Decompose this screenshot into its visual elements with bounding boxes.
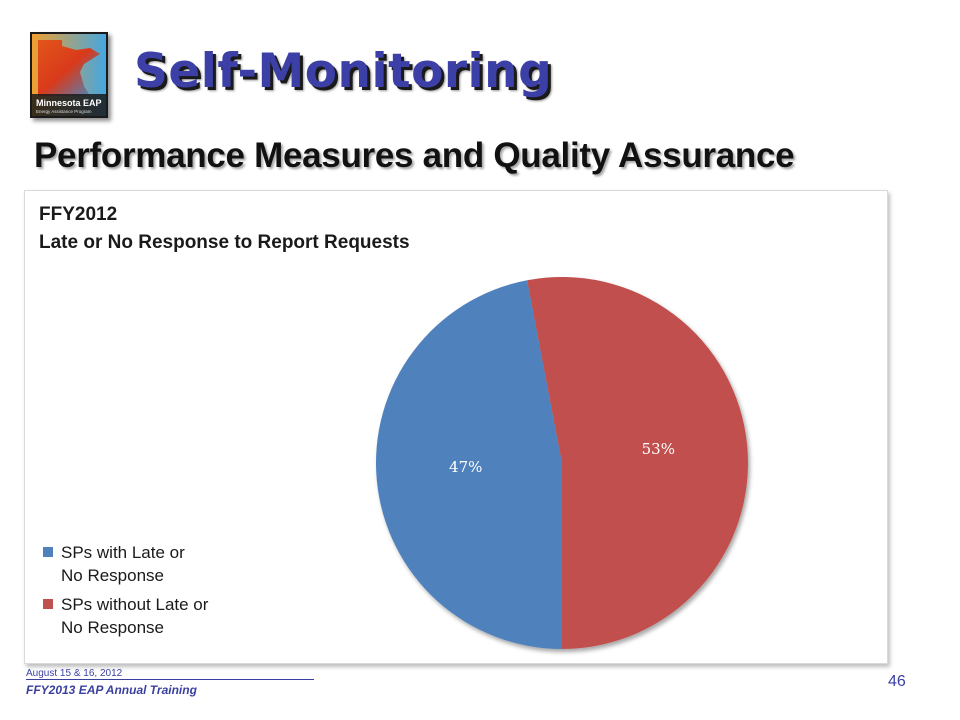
chart-title: FFY2012 Late or No Response to Report Re…: [39, 201, 410, 257]
footer-training: FFY2013 EAP Annual Training: [26, 683, 197, 697]
footer-date: August 15 & 16, 2012: [26, 668, 314, 680]
logo-minnesota-eap: Minnesota EAP Energy Assistance Program: [30, 32, 108, 118]
page-number: 46: [888, 673, 906, 690]
logo-tagline: Energy Assistance Program: [36, 109, 92, 114]
slide-subtitle: Performance Measures and Quality Assuran…: [34, 136, 795, 175]
pie-data-label-1: 53%: [642, 440, 675, 458]
slide-title: Self-Monitoring: [134, 44, 553, 99]
legend-label-late-line2: No Response: [61, 566, 165, 585]
pie-data-label-0: 47%: [449, 458, 482, 476]
legend-item-late: SPs with Late or No Response: [43, 541, 251, 587]
chart-title-line1: FFY2012: [39, 204, 118, 225]
legend-swatch-blue: [43, 547, 53, 557]
pie-slice-1: [527, 277, 748, 649]
legend-label-not-late-line1: SPs without Late or: [61, 595, 209, 614]
legend-label-late: SPs with Late or No Response: [61, 541, 251, 587]
legend-label-not-late-line2: No Response: [61, 618, 165, 637]
legend-label-not-late: SPs without Late or No Response: [61, 593, 251, 639]
legend-label-late-line1: SPs with Late or: [61, 543, 185, 562]
pie-chart: 47% 53%: [375, 277, 748, 649]
pie-slice-0: [375, 280, 562, 649]
legend-item-not-late: SPs without Late or No Response: [43, 593, 251, 639]
chart-legend: SPs with Late or No Response SPs without…: [43, 541, 251, 645]
chart-title-line2: Late or No Response to Report Requests: [39, 232, 410, 253]
chart-container: FFY2012 Late or No Response to Report Re…: [24, 190, 888, 664]
legend-swatch-red: [43, 599, 53, 609]
logo-text: Minnesota EAP: [36, 98, 102, 108]
